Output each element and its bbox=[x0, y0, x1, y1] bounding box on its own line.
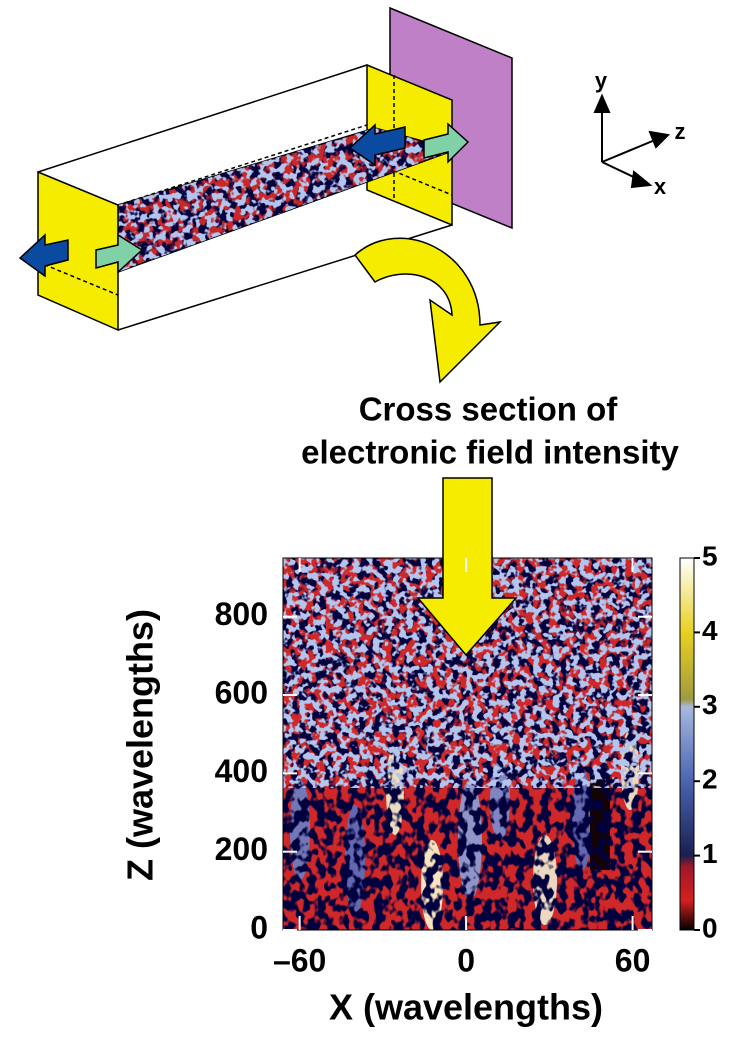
y-tick-label: 0 bbox=[250, 909, 268, 945]
colorbar-tick-label: 0 bbox=[702, 912, 718, 943]
axis-name: y bbox=[595, 68, 608, 93]
colorbar-tick-label: 2 bbox=[702, 764, 718, 795]
colorbar-tick-label: 3 bbox=[702, 689, 718, 720]
x-tick-label: 60 bbox=[615, 942, 651, 978]
x-tick-label: –60 bbox=[273, 942, 326, 978]
axis-name: x bbox=[654, 174, 667, 199]
box-diagram bbox=[20, 8, 512, 382]
colorbar-tick-label: 5 bbox=[702, 540, 718, 571]
caption: Cross section of bbox=[359, 391, 619, 428]
x-tick-label: 0 bbox=[457, 942, 475, 978]
axis-name: z bbox=[675, 119, 686, 144]
y-tick-label: 200 bbox=[215, 831, 268, 867]
colorbar bbox=[680, 558, 694, 930]
y-tick-label: 400 bbox=[215, 753, 268, 789]
caption: electronic field intensity bbox=[301, 434, 679, 471]
colorbar-tick-label: 1 bbox=[702, 838, 718, 869]
figure: y z x Cross section of electronic field … bbox=[0, 0, 742, 1045]
y-axis-label: Z (wavelengths) bbox=[120, 609, 161, 881]
colorbar-tick-label: 4 bbox=[702, 615, 718, 646]
y-tick-label: 600 bbox=[215, 675, 268, 711]
y-tick-label: 800 bbox=[215, 596, 268, 632]
x-axis-label: X (wavelengths) bbox=[329, 987, 603, 1028]
